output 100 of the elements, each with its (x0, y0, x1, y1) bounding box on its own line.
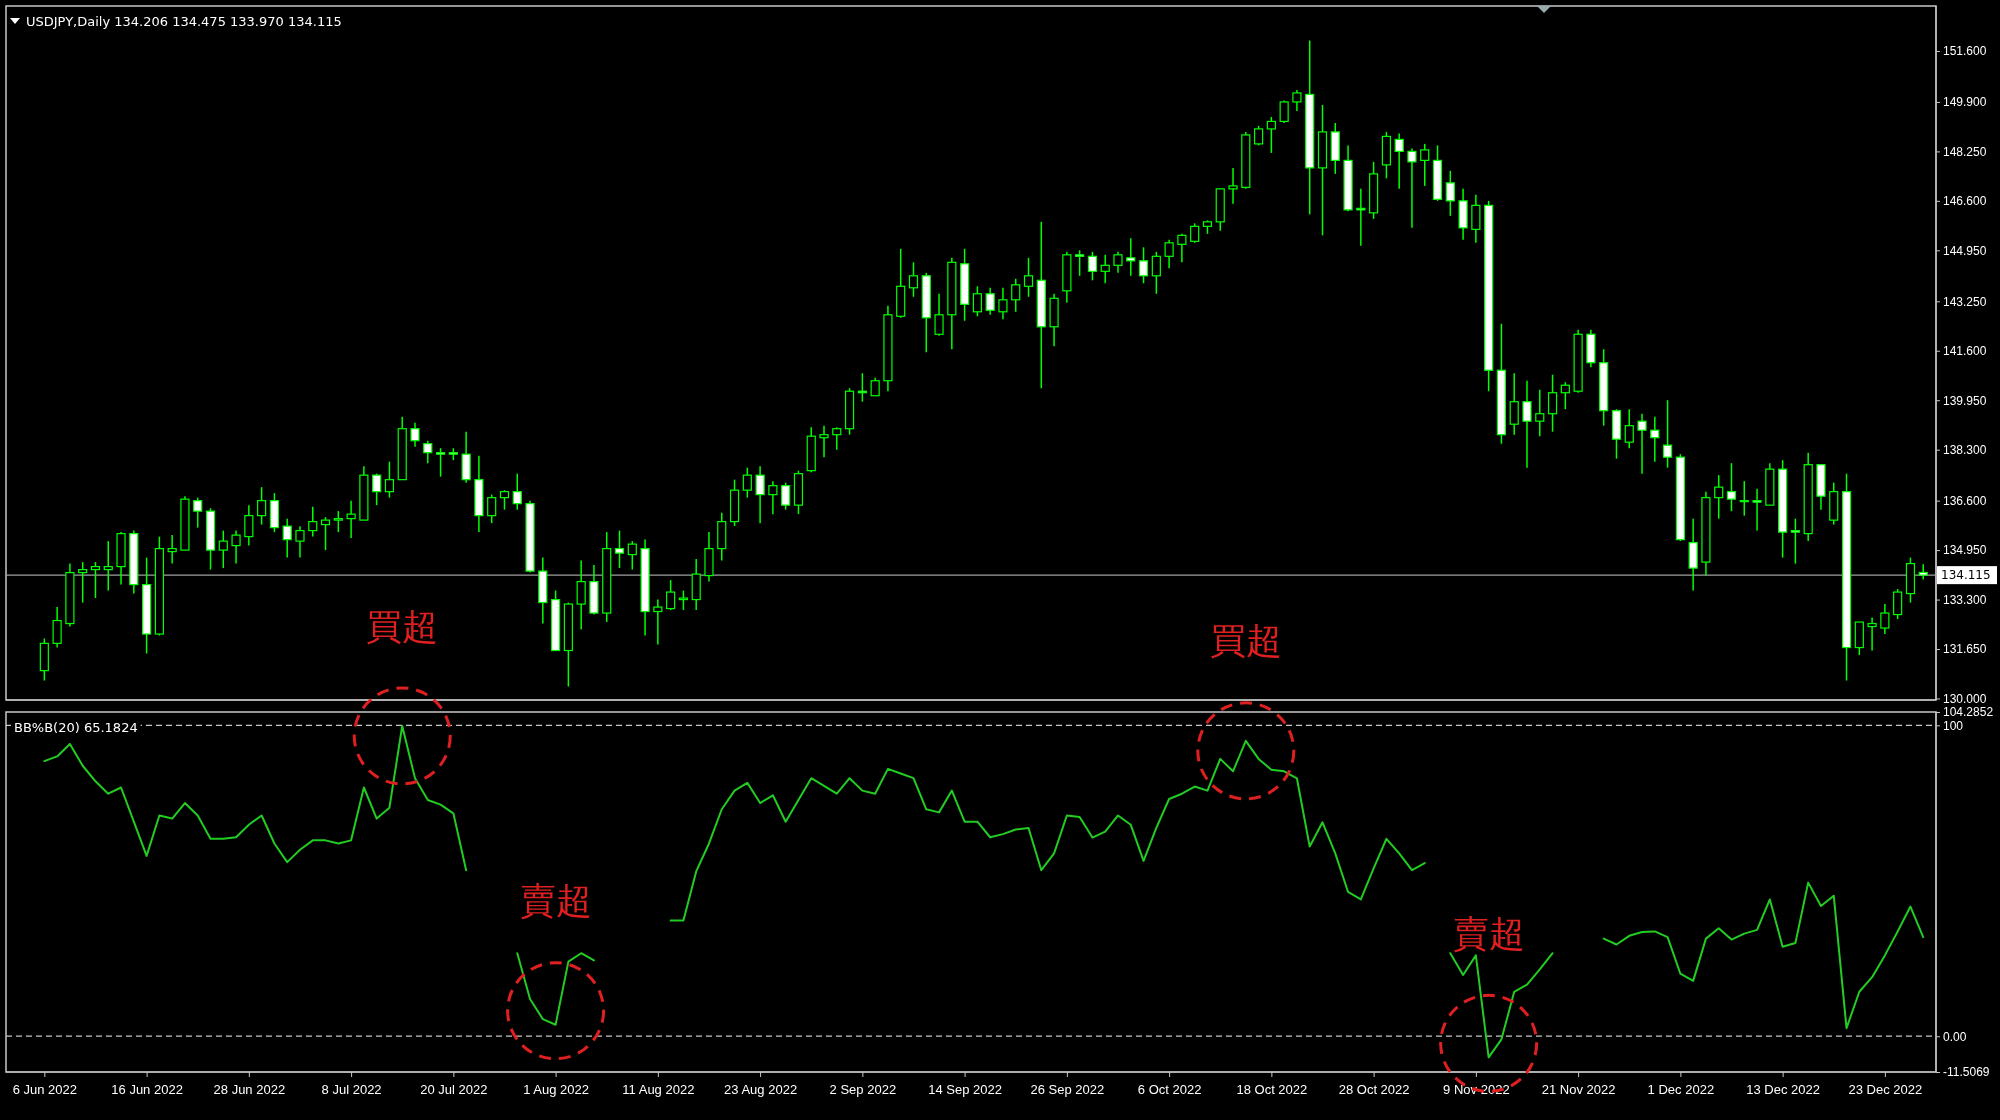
y-tick-label: 136.600 (1943, 493, 1987, 508)
candlestick (1164, 239, 1174, 270)
x-tick-label: 16 Jun 2022 (111, 1082, 183, 1098)
candlestick (1445, 170, 1455, 217)
candlestick (1535, 388, 1545, 437)
candlestick (1726, 462, 1737, 512)
candlestick (614, 529, 625, 569)
x-tick-label: 26 Sep 2022 (1030, 1082, 1105, 1098)
candlestick (1113, 251, 1123, 274)
candlestick (1509, 372, 1519, 436)
candlestick (1624, 408, 1634, 449)
x-tick-label: 28 Oct 2022 (1338, 1082, 1410, 1098)
y-tick-label: 146.600 (1943, 194, 1987, 209)
candlestick (1356, 188, 1366, 247)
candlestick (103, 540, 113, 592)
candlestick (1228, 167, 1238, 205)
candlestick (1880, 603, 1890, 635)
candlestick (627, 540, 637, 571)
candlestick (1662, 399, 1673, 469)
x-tick-label: 2 Sep 2022 (829, 1082, 897, 1098)
candlestick (576, 559, 586, 631)
candlestick (1151, 251, 1161, 295)
candlestick (1292, 89, 1302, 112)
candlestick (231, 529, 241, 565)
ref-line-label: 134.115 (1941, 568, 1991, 583)
y-tick-label: -11.5069 (1943, 1065, 1990, 1080)
y-tick-label: 151.600 (1943, 44, 1987, 59)
candlestick (1138, 246, 1149, 285)
annotation: 買超 (1209, 620, 1282, 662)
x-tick-label: 18 Oct 2022 (1236, 1082, 1308, 1098)
candlestick (384, 460, 395, 499)
text: USDJPY,Daily 134.206 134.475 133.970 134.115 (26, 13, 342, 29)
x-tick-label: 21 Nov 2022 (1541, 1082, 1616, 1098)
candlestick (1266, 116, 1276, 154)
candlestick (499, 489, 510, 511)
candlestick (1407, 147, 1417, 229)
candlestick (1918, 563, 1928, 581)
y-tick-label: 100 (1943, 718, 1964, 733)
candlestick (410, 421, 420, 448)
y-tick-label: 141.600 (1943, 344, 1987, 359)
y-tick-label: 134.950 (1943, 543, 1987, 558)
x-tick-label: 13 Dec 2022 (1746, 1082, 1820, 1098)
candlestick (985, 287, 995, 316)
candlestick (193, 496, 203, 529)
x-tick-label: 6 Jun 2022 (12, 1082, 78, 1098)
annotation: 買超 (366, 605, 439, 647)
candlestick (1739, 480, 1749, 517)
candlestick (781, 481, 791, 511)
candlestick (1471, 194, 1481, 244)
candlestick (487, 493, 497, 524)
x-tick-label: 23 Dec 2022 (1848, 1082, 1923, 1098)
candlestick (1011, 278, 1021, 313)
candlestick (1177, 233, 1187, 264)
x-tick-label: 6 Oct 2022 (1137, 1082, 1202, 1098)
y-tick-label: 0.00 (1943, 1029, 1967, 1044)
candlestick (1790, 517, 1800, 565)
x-tick-label: 11 Aug 2022 (622, 1082, 695, 1098)
candlestick (1394, 132, 1404, 190)
text: BB%B(20) 65.1824 (14, 719, 138, 735)
candlestick (218, 529, 228, 569)
candlestick (282, 517, 292, 559)
candlestick (372, 472, 382, 506)
candlestick (1279, 99, 1289, 124)
x-tick-label: 1 Dec 2022 (1647, 1082, 1715, 1098)
candlestick (666, 579, 676, 611)
candlestick (52, 606, 62, 649)
candlestick (1650, 415, 1660, 463)
y-tick-label: 138.300 (1943, 443, 1987, 458)
candlestick (244, 504, 254, 547)
candlestick (1752, 487, 1762, 532)
candlestick (423, 439, 433, 464)
y-tick-label: 131.650 (1943, 642, 1987, 657)
x-tick-label: 1 Aug 2022 (523, 1082, 589, 1098)
candlestick (908, 261, 919, 298)
annotation: 賣超 (1452, 912, 1525, 954)
x-tick-label: 23 Aug 2022 (724, 1082, 798, 1098)
x-tick-label: 14 Sep 2022 (928, 1082, 1002, 1098)
y-tick-label: 144.950 (1943, 243, 1987, 258)
annotation: 賣超 (519, 880, 592, 922)
candlestick (1420, 143, 1430, 187)
candlestick (1190, 222, 1200, 244)
x-tick-label: 20 Jul 2022 (420, 1082, 488, 1098)
candlestick (1547, 373, 1558, 433)
y-tick-label: 104.2852 (1943, 705, 1994, 720)
y-tick-label: 143.250 (1943, 294, 1987, 309)
candlestick (1893, 588, 1903, 620)
candlestick (1023, 257, 1034, 298)
y-tick-label: 149.900 (1943, 95, 1987, 110)
candlestick (742, 466, 752, 499)
candlestick (832, 426, 842, 451)
candlestick (257, 486, 267, 526)
candlestick (1087, 251, 1098, 282)
candlestick (678, 589, 689, 611)
candlestick (320, 516, 331, 551)
candlestick (1100, 254, 1110, 285)
candlestick (934, 293, 944, 337)
y-tick-label: 139.950 (1943, 393, 1987, 408)
candlestick (435, 447, 446, 478)
candlestick (998, 287, 1008, 321)
candlestick (90, 561, 101, 599)
